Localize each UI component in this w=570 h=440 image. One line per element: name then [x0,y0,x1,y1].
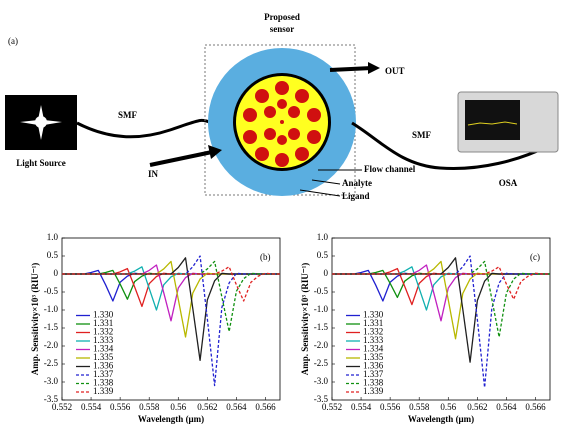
light-core [35,116,47,128]
panel-label: (b) [260,252,271,262]
legend-label: 1.338 [93,378,114,388]
leader-3 [299,189,341,197]
out-arrow [329,66,373,72]
x-tick-label: 0.56 [440,402,456,412]
panel-label: (a) [8,36,18,46]
y-tick-label: -0.5 [314,286,329,296]
x-tick-label: 0.564 [496,402,517,412]
legend-label: 1.333 [93,335,114,345]
layer-label: Ligand [342,191,370,201]
plot-frame [331,237,551,401]
in-label: IN [148,169,159,179]
y-tick-label: 0 [54,268,59,278]
legend-label: 1.336 [363,361,384,371]
y-tick-label: -2.0 [44,340,59,350]
series-line [62,269,280,302]
series-line [332,266,550,300]
x-tick-label: 0.556 [110,402,131,412]
y-tick-label: 0.5 [317,250,329,260]
x-tick-label: 0.558 [409,402,430,412]
smf-left: SMF [118,110,138,120]
legend-label: 1.338 [363,378,384,388]
legend-label: 1.335 [93,352,114,362]
legend-label: 1.330 [363,310,384,320]
sensor-label-2: sensor [270,24,295,34]
smf-right: SMF [412,130,432,140]
x-tick-label: 0.56 [170,402,186,412]
y-tick-label: -1.0 [44,304,59,314]
y-tick-label: -3.0 [44,376,59,386]
panel-label: (c) [530,252,540,262]
x-tick-label: 0.564 [226,402,247,412]
osa-screen [465,100,520,140]
x-tick-label: 0.554 [81,402,102,412]
legend-label: 1.337 [93,369,114,379]
fiber-right [351,121,549,170]
x-tick-label: 0.552 [52,402,72,412]
in-arrowhead [208,145,222,159]
osa-trace [467,121,518,126]
x-tick-label: 0.556 [380,402,401,412]
y-tick-label: -1.5 [314,322,329,332]
y-tick-label: 0 [324,268,329,278]
x-tick-label: 0.566 [255,402,276,412]
y-tick-label: -1.5 [44,322,59,332]
x-tick-label: 0.562 [197,402,217,412]
y-tick-label: -1.0 [314,304,329,314]
layer-label: Flow channel [364,164,416,174]
x-axis-label: Wavelength (μm) [138,414,204,424]
y-tick-label: -0.5 [44,286,59,296]
legend-label: 1.330 [93,310,114,320]
x-tick-label: 0.558 [139,402,160,412]
y-tick-label: -3.0 [314,376,329,386]
legend-label: 1.331 [363,318,383,328]
air-holes [243,81,321,167]
legend-label: 1.339 [93,386,114,396]
legend-label: 1.334 [93,344,114,354]
legend-label: 1.339 [363,386,384,396]
legend-label: 1.334 [363,344,384,354]
legend-label: 1.337 [363,369,384,379]
out-label: OUT [385,66,405,76]
diagram: (a) Light Source SMF Proposed sensor OUT… [5,12,559,201]
legend-label: 1.335 [363,352,384,362]
sensor-label-1: Proposed [264,12,300,22]
y-axis-label: Amp. Sensitivity×10³ (RIU⁻¹) [30,263,40,376]
legend-label: 1.336 [93,361,114,371]
out-arrowhead [368,62,380,74]
osa-label: OSA [499,178,518,188]
x-tick-label: 0.554 [351,402,372,412]
plot-frame [61,237,281,401]
series-line [62,269,280,300]
y-tick-label: 1.0 [317,232,329,242]
series-line [62,266,280,302]
y-tick-label: -3.5 [44,394,59,404]
y-tick-label: -3.5 [314,394,329,404]
series-line [332,269,550,302]
layer-label: Analyte [342,178,372,188]
y-axis-label: Amp. Sensitivity×10³ (RIU⁻¹) [300,263,310,376]
x-tick-label: 0.562 [467,402,487,412]
y-tick-label: 0.5 [47,250,59,260]
y-tick-label: -2.5 [314,358,329,368]
legend-label: 1.333 [363,335,384,345]
in-arrow [149,150,213,167]
legend-label: 1.332 [363,327,383,337]
legend-label: 1.332 [93,327,113,337]
x-tick-label: 0.552 [322,402,342,412]
leader-2 [311,179,341,185]
y-tick-label: -2.0 [314,340,329,350]
fiber-left [76,118,213,139]
legend-label: 1.331 [93,318,113,328]
y-tick-label: -2.5 [44,358,59,368]
y-tick-label: 1.0 [47,232,59,242]
x-axis-label: Wavelength (μm) [408,414,474,424]
source-label: Light Source [16,158,66,168]
center-hole [280,120,284,124]
x-tick-label: 0.566 [525,402,546,412]
